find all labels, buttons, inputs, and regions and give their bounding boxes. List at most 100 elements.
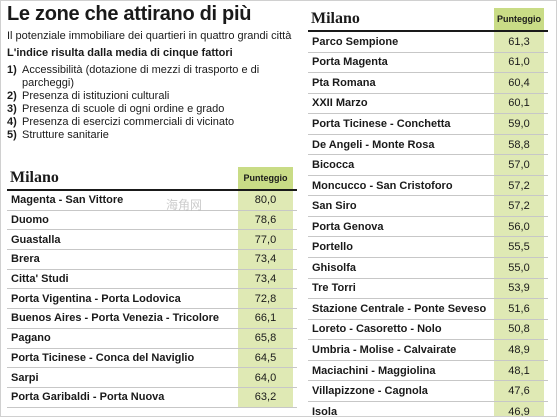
neighborhood-name: Loreto - Casoretto - Nolo — [312, 323, 442, 336]
table-header: Milano Punteggio — [308, 8, 548, 32]
table-row: Isola 46,9 — [308, 401, 548, 417]
table-row: Loreto - Casoretto - Nolo 50,8 — [308, 319, 548, 341]
table-row: Maciachini - Maggiolina 48,1 — [308, 360, 548, 382]
table-row: Porta Ticinese - Conca del Naviglio 64,5 — [7, 348, 297, 369]
factor-item: 3) Presenza di scuole di ogni ordine e gr… — [7, 103, 299, 116]
factor-number: 1) — [7, 64, 17, 76]
factor-item: 5) Strutture sanitarie — [7, 129, 299, 142]
neighborhood-name: Parco Sempione — [312, 35, 399, 48]
score-value: 80,0 — [238, 191, 293, 210]
factor-text: Strutture sanitarie — [22, 129, 109, 141]
factor-item: 2) Presenza di istituzioni culturali — [7, 90, 299, 103]
city-label: Milano — [10, 169, 59, 186]
score-value: 72,8 — [238, 289, 293, 309]
city-label: Milano — [311, 10, 360, 27]
score-value: 61,0 — [494, 52, 544, 73]
factor-item: 1) Accessibilità (dotazione di mezzi di t… — [7, 64, 299, 90]
score-value: 64,0 — [238, 368, 293, 387]
factor-item: 4) Presenza di esercizi commerciali di vi… — [7, 116, 299, 129]
table-row: Magenta - San Vittore 80,0 — [7, 191, 297, 211]
score-value: 55,5 — [494, 237, 544, 258]
table-row: Porta Magenta 61,0 — [308, 52, 548, 74]
score-value: 55,0 — [494, 258, 544, 278]
score-column-header: Punteggio — [494, 8, 544, 30]
factor-number: 4) — [7, 116, 17, 128]
table-row: Porta Genova 56,0 — [308, 216, 548, 238]
factor-number: 5) — [7, 129, 17, 141]
neighborhood-name: Citta' Studi — [11, 273, 69, 286]
score-value: 78,6 — [238, 210, 293, 230]
table-row: De Angeli - Monte Rosa 58,8 — [308, 134, 548, 156]
neighborhood-name: Sarpi — [11, 371, 39, 384]
score-value: 57,0 — [494, 155, 544, 175]
neighborhood-name: Guastalla — [11, 233, 61, 246]
table-row: Sarpi 64,0 — [7, 368, 297, 388]
score-value: 64,5 — [238, 348, 293, 368]
table-row: Duomo 78,6 — [7, 210, 297, 231]
table-header: Milano Punteggio — [7, 167, 297, 191]
neighborhood-name: Tre Torri — [312, 282, 356, 295]
neighborhood-name: De Angeli - Monte Rosa — [312, 138, 435, 151]
table-row: Portello 55,5 — [308, 237, 548, 259]
factor-text: Presenza di esercizi commerciali di vici… — [22, 116, 235, 128]
neighborhood-name: Porta Magenta — [312, 56, 388, 69]
score-value: 57,2 — [494, 196, 544, 216]
neighborhood-name: Villapizzone - Cagnola — [312, 385, 428, 398]
score-value: 57,2 — [494, 175, 544, 196]
factor-number: 3) — [7, 103, 17, 115]
table-row: Citta' Studi 73,4 — [7, 269, 297, 290]
score-value: 58,8 — [494, 134, 544, 155]
table-row: Ghisolfa 55,0 — [308, 258, 548, 279]
score-value: 66,1 — [238, 309, 293, 328]
table-row: Buenos Aires - Porta Venezia - Tricolore… — [7, 309, 297, 329]
table-row: Porta Vigentina - Porta Lodovica 72,8 — [7, 289, 297, 310]
table-row: Brera 73,4 — [7, 250, 297, 270]
neighborhood-name: Porta Ticinese - Conca del Naviglio — [11, 351, 195, 364]
neighborhood-name: Porta Genova — [312, 220, 384, 233]
neighborhood-name: Porta Ticinese - Conchetta — [312, 117, 451, 130]
table-row: Villapizzone - Cagnola 47,6 — [308, 381, 548, 402]
page-subtitle: Il potenziale immobiliare dei quartieri … — [7, 30, 292, 42]
factor-number: 2) — [7, 90, 17, 102]
neighborhood-name: Isola — [312, 405, 338, 417]
table-row: Porta Ticinese - Conchetta 59,0 — [308, 114, 548, 135]
table-row: Moncucco - San Cristoforo 57,2 — [308, 175, 548, 197]
table-row: XXII Marzo 60,1 — [308, 93, 548, 115]
right-ranking-table: Milano Punteggio Parco Sempione 61,3 Porta… — [308, 8, 548, 417]
neighborhood-name: San Siro — [312, 200, 357, 213]
score-value: 77,0 — [238, 230, 293, 250]
score-value: 47,6 — [494, 381, 544, 401]
score-value: 73,4 — [238, 250, 293, 269]
factor-text: Accessibilità (dotazione di mezzi di tra… — [22, 64, 260, 89]
neighborhood-name: Porta Garibaldi - Porta Nuova — [11, 391, 165, 404]
score-value: 56,0 — [494, 216, 544, 237]
neighborhood-name: Moncucco - San Cristoforo — [312, 179, 453, 192]
table-row: Guastalla 77,0 — [7, 230, 297, 251]
score-value: 60,1 — [494, 93, 544, 114]
table-row: Pagano 65,8 — [7, 328, 297, 349]
table-row: Stazione Centrale - Ponte Seveso 51,6 — [308, 299, 548, 320]
score-value: 65,8 — [238, 328, 293, 348]
score-value: 50,8 — [494, 319, 544, 340]
neighborhood-name: Porta Vigentina - Porta Lodovica — [11, 292, 181, 305]
neighborhood-name: Pagano — [11, 332, 51, 345]
neighborhood-name: Magenta - San Vittore — [11, 194, 124, 207]
neighborhood-name: Duomo — [11, 214, 49, 227]
table-row: Parco Sempione 61,3 — [308, 32, 548, 53]
score-value: 51,6 — [494, 299, 544, 319]
score-value: 73,4 — [238, 269, 293, 289]
left-ranking-table: Milano Punteggio Magenta - San Vittore 80… — [7, 167, 297, 408]
score-value: 59,0 — [494, 114, 544, 134]
score-value: 60,4 — [494, 73, 544, 93]
factor-text: Presenza di istituzioni culturali — [22, 90, 170, 102]
neighborhood-name: Umbria - Molise - Calvairate — [312, 343, 457, 356]
score-value: 53,9 — [494, 278, 544, 299]
table-body: Parco Sempione 61,3 Porta Magenta 61,0 Pta R… — [308, 32, 548, 417]
score-column-header: Punteggio — [238, 167, 293, 189]
neighborhood-name: Brera — [11, 253, 40, 266]
factors-list: 1) Accessibilità (dotazione di mezzi di t… — [7, 64, 299, 142]
neighborhood-name: XXII Marzo — [312, 97, 368, 110]
score-value: 48,1 — [494, 360, 544, 381]
table-body: Magenta - San Vittore 80,0 Duomo 78,6 Guasta… — [7, 191, 297, 408]
table-row: Umbria - Molise - Calvairate 48,9 — [308, 340, 548, 361]
